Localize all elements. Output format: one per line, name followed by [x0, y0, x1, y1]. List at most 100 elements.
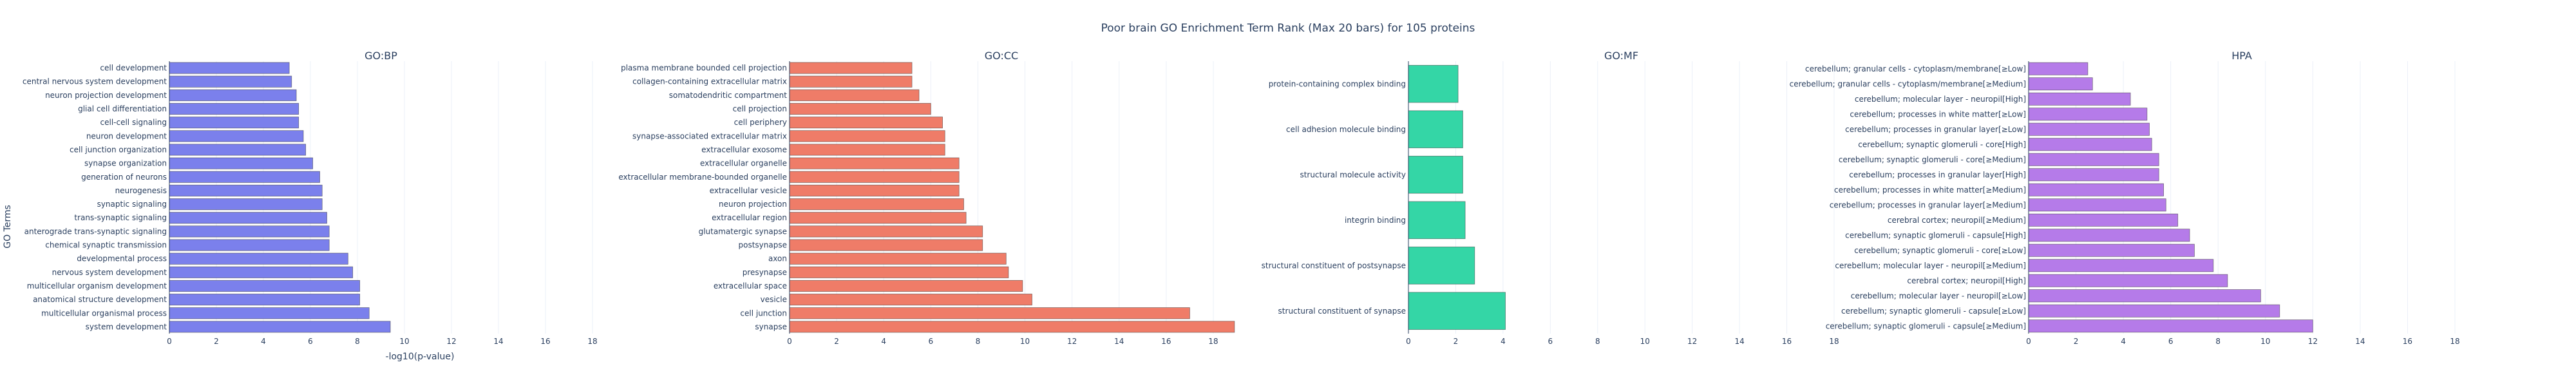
- category-label: cerebellum; synaptic glomeruli - core[≥L…: [1854, 246, 2026, 255]
- bar: [789, 130, 945, 142]
- x-tick-label: 4: [1501, 337, 1506, 346]
- category-label: axon: [768, 254, 787, 263]
- bar: [2028, 62, 2088, 75]
- category-label: cell adhesion molecule binding: [1286, 125, 1406, 134]
- bar: [789, 321, 1235, 333]
- bar: [2028, 168, 2159, 182]
- panel-go-mf: GO:MF protein-containing complex binding c…: [1262, 50, 1839, 346]
- x-tick-label: 2: [214, 337, 219, 346]
- category-label: extracellular region: [712, 213, 787, 222]
- x-tick-label: 6: [2168, 337, 2174, 346]
- category-label: nervous system development: [52, 268, 167, 277]
- category-label: cerebellum; molecular layer - neuropil[H…: [1855, 95, 2026, 104]
- category-label: central nervous system development: [23, 77, 167, 86]
- category-label: cerebral cortex; neuropil[≥Medium]: [1888, 216, 2026, 225]
- x-tick-label: 10: [1640, 337, 1650, 346]
- x-tick-label: 6: [1548, 337, 1553, 346]
- x-tick-label: 12: [2308, 337, 2318, 346]
- x-tick-label: 16: [1782, 337, 1792, 346]
- bar: [789, 252, 1007, 265]
- bar: [169, 184, 323, 196]
- category-label: structural constituent of synapse: [1278, 307, 1406, 316]
- category-label: vesicle: [761, 295, 787, 304]
- bar: [1408, 246, 1475, 285]
- bar: [789, 294, 1032, 306]
- chart-title: Poor brain GO Enrichment Term Rank (Max …: [1101, 22, 1475, 35]
- bar: [2028, 138, 2152, 151]
- bar: [169, 62, 290, 74]
- bar: [1408, 292, 1506, 330]
- category-label: cell junction: [740, 308, 787, 318]
- panel-title: GO:CC: [985, 50, 1018, 62]
- bar: [2028, 289, 2261, 303]
- bar: [169, 144, 307, 156]
- category-label: cerebellum; synaptic glomeruli - capsule…: [1826, 321, 2026, 330]
- category-label: cerebellum; synaptic glomeruli - core[≥M…: [1839, 155, 2026, 164]
- bar: [169, 157, 314, 169]
- category-label: cell projection: [733, 104, 787, 113]
- bar: [2028, 92, 2131, 106]
- x-tick-label: 10: [1020, 337, 1030, 346]
- x-tick-label: 2: [1454, 337, 1459, 346]
- category-label: neurogenesis: [115, 186, 167, 195]
- y-axis-label: GO Terms: [3, 205, 13, 249]
- bar: [169, 321, 391, 333]
- x-tick-label: 6: [308, 337, 313, 346]
- bar: [2028, 198, 2166, 212]
- bar: [2028, 319, 2313, 333]
- x-axis-label: -log10(p-value): [386, 352, 455, 362]
- bar: [169, 117, 299, 129]
- x-tick-label: 0: [787, 337, 792, 346]
- bar: [2028, 259, 2214, 272]
- category-label: cerebellum; molecular layer - neuropil[≥…: [1851, 291, 2026, 300]
- category-label: cerebellum; processes in granular layer[…: [1845, 125, 2026, 134]
- category-label: presynapse: [743, 268, 787, 277]
- category-label: developmental process: [77, 254, 167, 263]
- bar: [169, 252, 348, 265]
- category-label: anterograde trans-synaptic signaling: [24, 227, 167, 236]
- bar: [2028, 229, 2190, 242]
- category-label: neuron development: [86, 131, 167, 140]
- category-label: neuron projection development: [45, 91, 167, 100]
- category-label: glial cell differentiation: [78, 104, 167, 113]
- category-label: plasma membrane bounded cell projection: [621, 64, 787, 73]
- bar: [2028, 108, 2148, 121]
- category-label: trans-synaptic signaling: [74, 213, 167, 222]
- category-label: structural constituent of postsynapse: [1262, 261, 1406, 270]
- category-label: synapse-associated extracellular matrix: [632, 131, 787, 140]
- category-label: cerebellum; synaptic glomeruli - capsule…: [1845, 231, 2026, 240]
- bar: [789, 280, 1023, 292]
- panel-title: HPA: [2231, 50, 2252, 62]
- category-label: system development: [86, 322, 167, 331]
- category-label: cell periphery: [734, 118, 787, 127]
- x-tick-label: 6: [929, 337, 934, 346]
- x-tick-label: 18: [2450, 337, 2459, 346]
- x-tick-label: 2: [834, 337, 839, 346]
- bar: [789, 307, 1190, 319]
- bar: [169, 102, 299, 115]
- bar: [1408, 64, 1459, 103]
- x-tick-label: 12: [1687, 337, 1697, 346]
- bar: [789, 89, 920, 101]
- x-tick-label: 8: [355, 337, 360, 346]
- bar: [789, 157, 960, 169]
- panel-title: GO:MF: [1604, 50, 1638, 62]
- x-tick-label: 16: [540, 337, 550, 346]
- bar: [1408, 110, 1463, 149]
- bar: [169, 266, 354, 278]
- bar: [169, 280, 361, 292]
- x-tick-label: 8: [2215, 337, 2221, 346]
- category-label: extracellular organelle: [700, 159, 787, 168]
- x-tick-label: 10: [399, 337, 409, 346]
- category-label: multicellular organismal process: [41, 308, 167, 318]
- bar: [2028, 122, 2150, 136]
- bar: [789, 75, 913, 88]
- x-tick-label: 14: [1114, 337, 1124, 346]
- x-tick-label: 12: [446, 337, 456, 346]
- category-label: extracellular vesicle: [710, 186, 787, 195]
- bar: [169, 75, 292, 88]
- category-label: cell junction organization: [70, 145, 167, 154]
- category-label: cerebellum; processes in granular layer[…: [1849, 170, 2026, 179]
